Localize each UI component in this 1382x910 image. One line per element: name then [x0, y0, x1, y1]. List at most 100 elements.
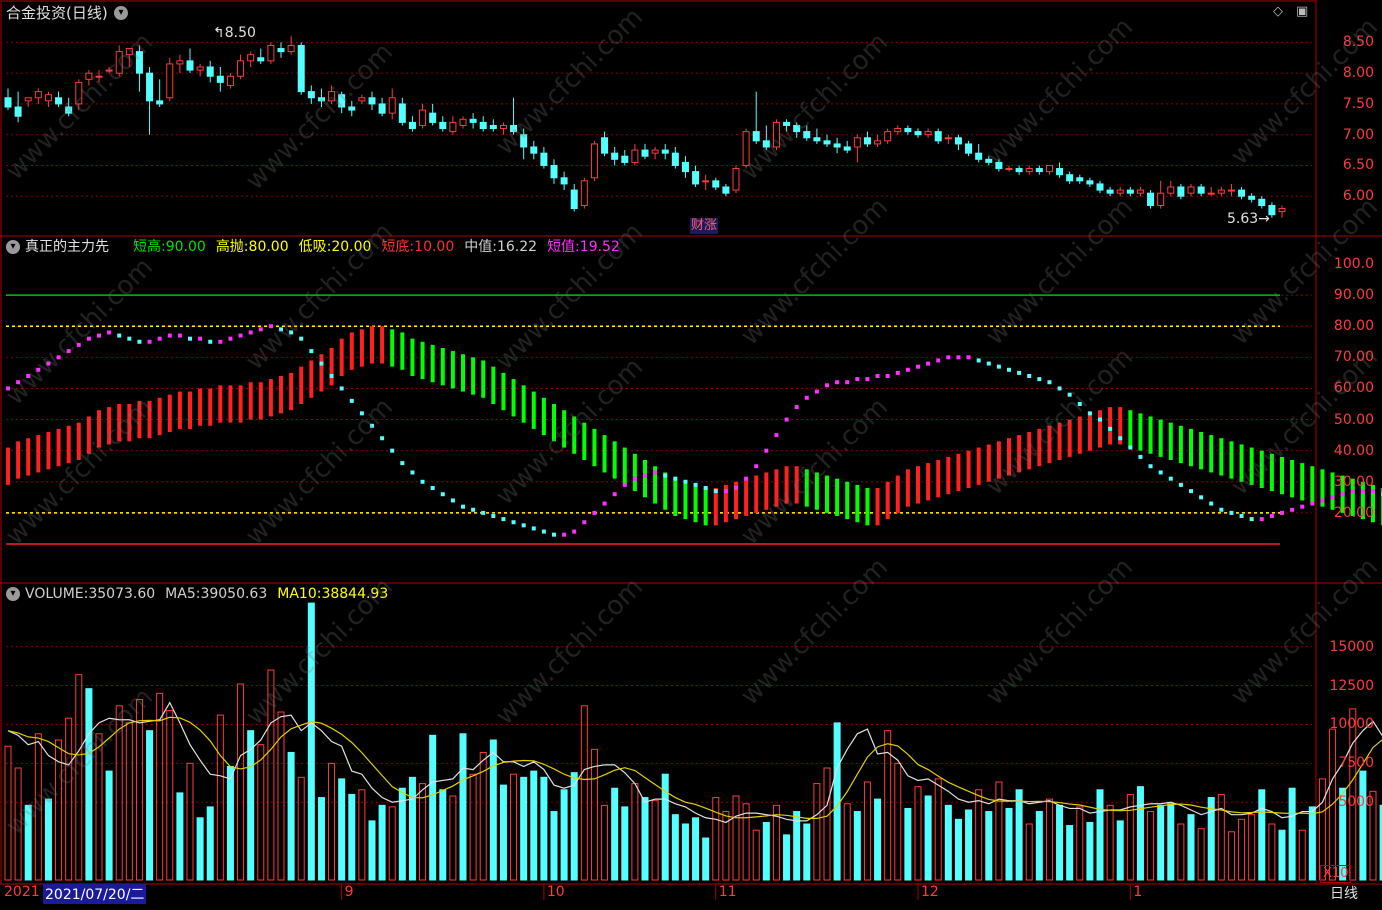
indicator-bar [1148, 416, 1153, 454]
volume-bar [520, 776, 528, 881]
indicator-line-point [481, 510, 486, 515]
candle-body [338, 94, 346, 108]
indicator-line-point [895, 370, 900, 375]
indicator-bar [380, 326, 385, 364]
indicator-bar [632, 453, 637, 492]
param-label: MA5: [165, 586, 201, 602]
indicator-bar [127, 404, 132, 442]
indicator-line-point [56, 355, 61, 360]
candle-body [75, 81, 83, 105]
candle-body [156, 100, 164, 105]
price-axis-label: 8.50 [1342, 34, 1374, 51]
indicator-line-point [107, 330, 112, 335]
indicator-line-point [228, 336, 233, 341]
indicator-bar [188, 391, 192, 429]
indicator-bar [299, 366, 304, 404]
indicator-line-point [36, 367, 41, 372]
indicator-bar [865, 488, 870, 526]
indicator-line-point [430, 486, 435, 490]
indicator-bar [804, 469, 809, 507]
volume-bar [358, 789, 366, 881]
param-item: MA10:38844.93 [277, 586, 388, 602]
indicator-bar [1290, 460, 1295, 498]
indicator-line-point [663, 473, 668, 478]
indicator-bar [744, 478, 749, 516]
volume-bar [813, 783, 821, 881]
indicator-bar [531, 391, 536, 429]
volume-bar [105, 770, 113, 881]
candle-body [530, 146, 538, 154]
volume-bar [874, 798, 882, 881]
candle-body [277, 48, 285, 53]
candle-body [55, 97, 63, 105]
indicator-bar [16, 441, 21, 479]
indicator-bar [218, 385, 223, 423]
diamond-icon[interactable]: ◇ [1273, 4, 1283, 19]
indicator-bar [440, 348, 445, 386]
indicator-line-point [218, 339, 223, 344]
indicator-line-point [1330, 495, 1335, 500]
chevron-down-icon[interactable]: ▾ [114, 6, 128, 20]
candle-body [692, 171, 700, 185]
indicator-menu-icon[interactable]: ▾ [6, 240, 20, 254]
volume-bar [429, 734, 437, 881]
volume-bar [34, 733, 42, 881]
high-marker-value: 8.50 [224, 25, 256, 41]
indicator-name: 真正的主力先 [25, 239, 109, 255]
indicator-line-point [238, 333, 243, 338]
price-axis-label: 6.50 [1342, 157, 1374, 174]
candle-body [520, 134, 528, 148]
window-toggle-icon[interactable]: ▣ [1296, 4, 1309, 19]
period-tab[interactable]: 日线 [1330, 886, 1358, 902]
indicator-bar [1047, 425, 1052, 464]
volume-bar [530, 770, 538, 881]
candle-body [1005, 168, 1013, 171]
indicator-bar [1098, 410, 1102, 448]
volume-bar [125, 722, 133, 881]
indicator-line-point [1067, 392, 1072, 397]
indicator-bar [582, 422, 587, 460]
indicator-line-point [157, 336, 162, 341]
volume-bar [1268, 823, 1276, 881]
volume-bar [823, 767, 831, 881]
indicator-line-point [1057, 386, 1062, 391]
volume-bar [1035, 811, 1043, 881]
param-value: 20.00 [331, 239, 372, 255]
indicator-bar [511, 379, 516, 417]
indicator-line-point [117, 333, 122, 338]
indicator-line-point [1007, 367, 1011, 372]
candle-body [307, 91, 315, 99]
indicator-params: 短高:90.00 高抛:80.00 低吸:20.00 短底:10.00 中值:16.22… [133, 239, 630, 255]
volume-bar [843, 803, 851, 881]
candle-body [1258, 198, 1266, 206]
candle-body [1035, 168, 1043, 173]
event-badge[interactable]: 财涨 [690, 218, 719, 234]
volume-axis-label: 7500 [1338, 755, 1374, 772]
indicator-line-point [885, 374, 890, 378]
volume-bar [1177, 823, 1185, 881]
candle-body [661, 149, 669, 154]
indicator-line-point [1350, 489, 1355, 494]
candle-body [1217, 189, 1225, 194]
param-label: 低吸: [298, 239, 332, 255]
indicator-bar [905, 469, 910, 507]
indicator-line-point [147, 339, 152, 344]
indicator-line-point [440, 492, 445, 497]
candle-body [1045, 164, 1053, 173]
param-value: 19.52 [579, 239, 620, 255]
indicator-bar [1320, 469, 1325, 507]
indicator-axis-label: 60.00 [1333, 380, 1374, 397]
indicator-bar [1360, 481, 1365, 520]
candle-body [1106, 189, 1114, 194]
indicator-line-point [471, 507, 476, 512]
indicator-line-point [339, 386, 344, 391]
volume-bar [732, 795, 740, 881]
volume-bar [1318, 778, 1326, 881]
volume-bar [742, 803, 750, 881]
indicator-bar [703, 488, 708, 526]
candle-body [328, 91, 336, 102]
volume-menu-icon[interactable]: ▾ [6, 587, 20, 601]
candle-body [166, 63, 174, 99]
candle-body [439, 121, 447, 130]
indicator-line-point [865, 377, 870, 382]
